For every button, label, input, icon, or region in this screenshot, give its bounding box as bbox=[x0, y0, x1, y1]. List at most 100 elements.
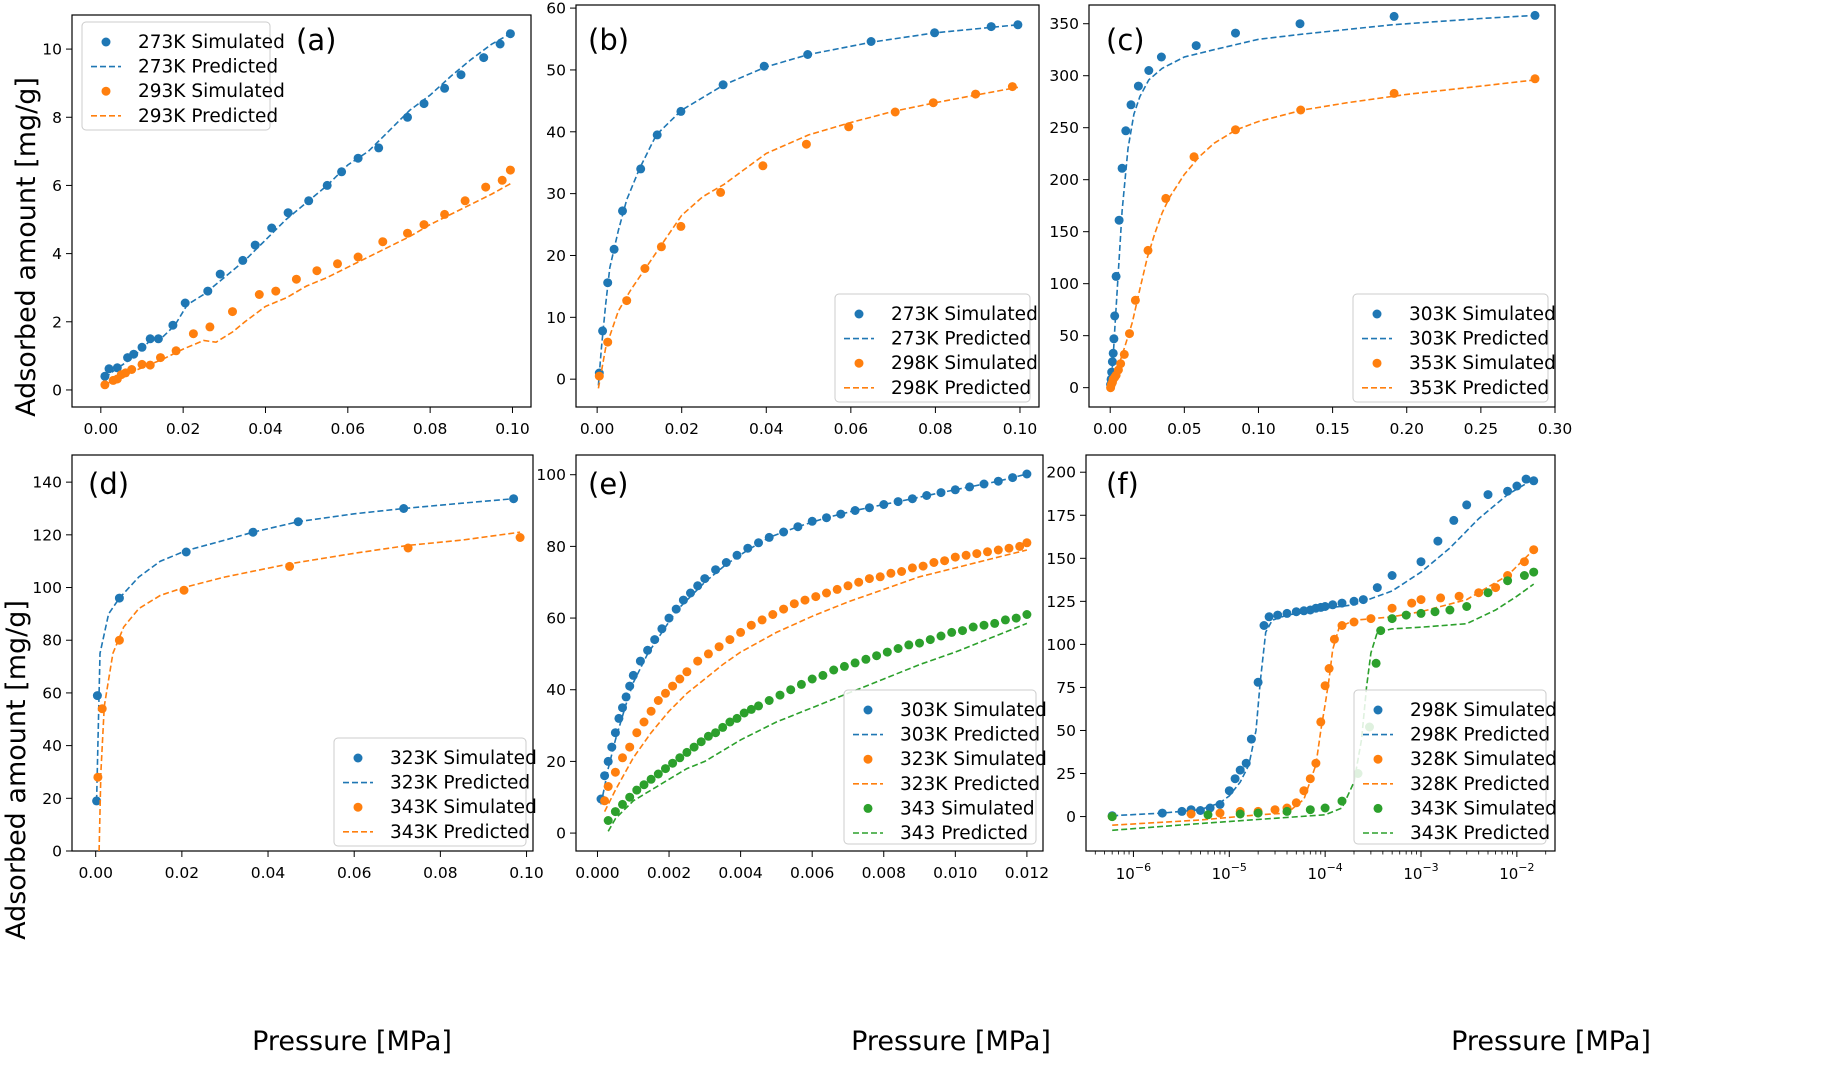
x-tick-label: 0.20 bbox=[1389, 420, 1424, 438]
data-point-323k-simulated bbox=[181, 547, 191, 557]
x-tick-label: 0.10 bbox=[495, 420, 530, 438]
data-point-298k-simulated bbox=[1433, 536, 1443, 546]
data-point-273k-simulated bbox=[180, 298, 190, 308]
data-point-298k-simulated bbox=[928, 98, 938, 108]
data-point-343-simulated bbox=[739, 708, 749, 718]
x-tick-label: 0.002 bbox=[647, 864, 691, 882]
legend-entry-label: 303K Simulated bbox=[1409, 304, 1556, 325]
data-point-343-simulated bbox=[947, 627, 957, 637]
data-point-273k-simulated bbox=[456, 70, 466, 80]
data-point-273k-simulated bbox=[250, 240, 260, 250]
x-tick-label: 0.08 bbox=[918, 420, 953, 438]
legend-entry-label: 303K Predicted bbox=[900, 725, 1040, 746]
data-point-298k-simulated bbox=[890, 107, 900, 117]
data-point-273k-simulated bbox=[129, 349, 139, 359]
legend-dot-marker bbox=[854, 309, 864, 319]
legend-dot-marker bbox=[1372, 358, 1382, 368]
data-point-273k-simulated bbox=[283, 208, 293, 218]
y-tick-label: 40 bbox=[42, 737, 62, 755]
data-point-343-simulated bbox=[764, 696, 774, 705]
y-tick-label: 10 bbox=[42, 41, 62, 59]
x-tick-label: 0.15 bbox=[1315, 420, 1350, 438]
y-tick-label: 30 bbox=[546, 185, 566, 203]
data-point-328k-simulated bbox=[1491, 583, 1501, 593]
y-axis-label-bottom: Adsorbed amount [mg/g] bbox=[1, 600, 32, 940]
series-line-293k-predicted bbox=[104, 183, 511, 386]
y-tick-label: 100 bbox=[536, 466, 566, 484]
legend-dot-marker bbox=[353, 802, 363, 812]
series-line-323k-predicted bbox=[95, 497, 514, 801]
data-point-273k-simulated bbox=[505, 29, 515, 39]
data-point-328k-simulated bbox=[1349, 617, 1359, 627]
legend-entry-label: 303K Predicted bbox=[1409, 329, 1549, 350]
y-tick-label: 40 bbox=[546, 123, 566, 141]
series-line-298k-predicted bbox=[597, 86, 1019, 389]
data-point-303k-simulated bbox=[1126, 100, 1136, 110]
legend-entry-label: 323K Predicted bbox=[900, 774, 1040, 795]
data-point-303k-simulated bbox=[664, 613, 674, 623]
panel-label-a: (a) bbox=[296, 23, 336, 57]
panel-label-c: (c) bbox=[1106, 23, 1145, 57]
x-tick-label: 0.000 bbox=[575, 864, 619, 882]
data-point-323k-simulated bbox=[993, 545, 1003, 555]
data-point-303k-simulated bbox=[721, 558, 731, 567]
data-point-328k-simulated bbox=[1519, 557, 1529, 567]
data-point-323k-simulated bbox=[811, 592, 821, 602]
data-point-273k-simulated bbox=[374, 143, 384, 153]
series-line-303k-predicted bbox=[1109, 14, 1536, 386]
data-point-323k-simulated bbox=[961, 550, 971, 560]
data-point-343k-simulated bbox=[1387, 614, 1397, 624]
data-point-303k-simulated bbox=[807, 516, 817, 526]
x-tick-label: 0.10 bbox=[509, 864, 544, 882]
data-point-343k-simulated bbox=[1519, 571, 1529, 580]
series-group bbox=[92, 494, 525, 851]
data-point-273k-simulated bbox=[215, 269, 225, 279]
data-point-303k-simulated bbox=[993, 476, 1003, 486]
data-point-343-simulated bbox=[861, 654, 871, 664]
data-point-323k-simulated bbox=[983, 547, 992, 557]
data-point-343k-simulated bbox=[1320, 803, 1330, 813]
data-point-293k-simulated bbox=[333, 259, 342, 269]
data-point-323k-simulated bbox=[918, 561, 928, 571]
y-tick-label: 80 bbox=[546, 538, 566, 556]
legend-entry-label: 273K Simulated bbox=[891, 304, 1038, 325]
data-point-303k-simulated bbox=[1110, 311, 1120, 321]
legend-entry-label: 273K Predicted bbox=[891, 329, 1031, 350]
legend-dot-marker bbox=[863, 705, 873, 715]
panel-f: 10−6 10−5 10−4 10−3 10−2 0 25 50 75 100 125 150 175 2… bbox=[1046, 454, 1557, 883]
data-point-303k-simulated bbox=[879, 500, 889, 509]
data-point-303k-simulated bbox=[618, 703, 627, 713]
data-point-343k-simulated bbox=[1401, 610, 1411, 620]
data-point-323k-simulated bbox=[832, 584, 842, 594]
y-tick-label: 0 bbox=[1066, 808, 1076, 826]
data-point-343-simulated bbox=[696, 737, 706, 747]
data-point-298k-simulated bbox=[1462, 500, 1472, 510]
data-point-323k-simulated bbox=[746, 620, 756, 630]
legend-entry-label: 343 Predicted bbox=[900, 823, 1028, 844]
data-point-343-simulated bbox=[850, 658, 860, 668]
data-point-273k-simulated bbox=[238, 255, 248, 265]
data-point-323k-simulated bbox=[886, 568, 896, 578]
data-point-298k-simulated bbox=[971, 89, 981, 99]
data-point-343-simulated bbox=[653, 769, 663, 779]
data-point-303k-simulated bbox=[1117, 163, 1127, 173]
y-tick-label: 25 bbox=[1056, 765, 1076, 783]
y-tick-label: 350 bbox=[1049, 15, 1079, 33]
data-point-273k-simulated bbox=[759, 61, 769, 71]
data-point-323k-simulated bbox=[682, 667, 692, 677]
data-point-298k-simulated bbox=[676, 221, 686, 231]
x-tick-label: 0.10 bbox=[1003, 420, 1038, 438]
data-point-323k-simulated bbox=[675, 674, 685, 684]
data-point-293k-simulated bbox=[440, 209, 450, 219]
legend-dot-marker bbox=[1372, 309, 1382, 319]
data-point-343-simulated bbox=[732, 713, 742, 723]
data-point-293k-simulated bbox=[291, 274, 301, 284]
data-point-303k-simulated bbox=[607, 742, 617, 752]
series-line-343k-predicted bbox=[1112, 583, 1535, 832]
legend-dot-marker bbox=[863, 803, 873, 813]
data-point-323k-simulated bbox=[399, 504, 409, 513]
data-point-273k-simulated bbox=[100, 371, 110, 381]
data-point-298k-simulated bbox=[1512, 481, 1522, 491]
data-point-343k-simulated bbox=[1445, 605, 1455, 615]
data-point-273k-simulated bbox=[618, 206, 627, 216]
